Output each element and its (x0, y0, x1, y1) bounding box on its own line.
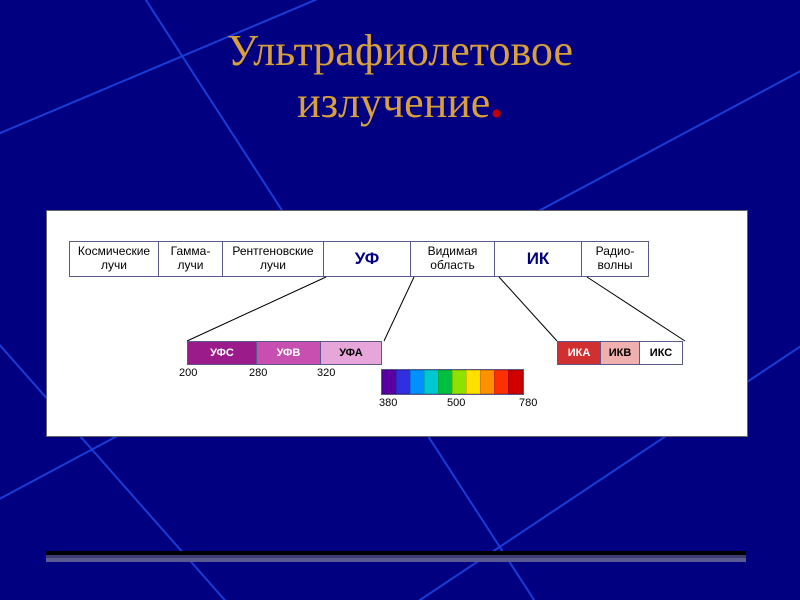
ir-subband: ИКС (639, 341, 683, 365)
title-line2: излучение (297, 78, 490, 127)
wavelength-label: 280 (249, 367, 267, 379)
title-dot: . (490, 72, 503, 128)
wavelength-label: 320 (317, 367, 335, 379)
visible-segment (410, 370, 425, 394)
wavelength-label: 380 (379, 397, 397, 409)
title-line1: Ультрафиолетовое (227, 26, 573, 75)
visible-segment (494, 370, 509, 394)
footer-separator (46, 551, 746, 558)
wavelength-label: 200 (179, 367, 197, 379)
wavelength-label: 780 (519, 397, 537, 409)
slide-title: Ультрафиолетовое излучение. (0, 28, 800, 127)
slide: Ультрафиолетовое излучение. Космическиел… (0, 0, 800, 600)
ir-subband: ИКВ (600, 341, 640, 365)
visible-segment (452, 370, 467, 394)
visible-spectrum (381, 369, 524, 395)
visible-segment (438, 370, 453, 394)
uv-subband: УФА (320, 341, 382, 365)
ir-subband: ИКА (557, 341, 601, 365)
visible-segment (424, 370, 439, 394)
ir-subbands: ИКАИКВИКС (557, 341, 683, 365)
uv-subband: УФС (187, 341, 257, 365)
visible-segment (396, 370, 411, 394)
visible-segment (480, 370, 495, 394)
uv-subbands: УФСУФВУФА (187, 341, 382, 365)
visible-segment (382, 370, 397, 394)
visible-segment (466, 370, 481, 394)
uv-subband: УФВ (256, 341, 321, 365)
spectrum-panel: КосмическиелучиГамма-лучиРентгеновскиелу… (46, 210, 748, 437)
wavelength-label: 500 (447, 397, 465, 409)
visible-segment (508, 370, 523, 394)
